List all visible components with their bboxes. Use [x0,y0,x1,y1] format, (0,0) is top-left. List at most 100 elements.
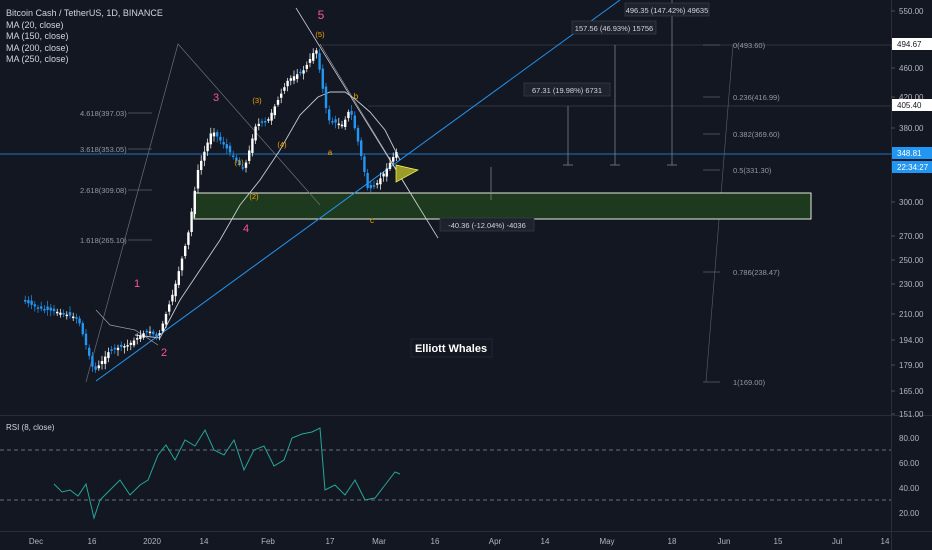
candle-down [62,313,65,315]
target-label-box [571,20,657,35]
candle-down [24,299,27,302]
candle-down [363,156,366,172]
candle-down [33,304,36,307]
time-axis-label: Mar [372,537,386,546]
candle-up [248,150,251,161]
candle-down [225,144,228,149]
candle-down [318,53,321,70]
candle-down [94,366,97,370]
candle-up [340,124,344,127]
price-axis-label: 194.00 [899,336,924,345]
time-axis-label: 15 [774,537,783,546]
fib-retracement-label: 0.236(416.99) [733,93,780,102]
candle-up [72,316,75,319]
time-axis-label: 2020 [143,537,161,546]
candle-down [299,71,302,74]
candle-down [91,355,94,367]
candle-up [161,323,164,332]
candle-up [337,123,340,126]
wave-label-main: 2 [161,347,167,359]
candle-down [235,157,238,161]
time-axis-label: 17 [326,537,335,546]
candle-down [219,136,222,141]
ma-20-line [134,91,401,339]
candle-up [126,345,129,347]
candle-up [289,78,292,81]
time-axis-label: Apr [489,537,502,546]
rsi-axis-label: 20.00 [899,509,920,518]
candle-up [276,100,280,105]
candle-up [132,340,136,346]
candle-up [251,138,254,153]
candle-up [190,211,193,233]
candle-up [315,50,318,54]
rising-trendline[interactable] [95,0,621,382]
time-axis-label: May [599,537,614,546]
candle-up [104,356,107,364]
candle-up [206,142,209,152]
time-axis-label: Feb [261,537,275,546]
wave-label-sub: (1) [234,158,244,167]
ma-250-label[interactable]: MA (250, close) [6,54,69,64]
candle-up [257,123,260,127]
wedge-line[interactable] [295,7,439,239]
pennant-triangle[interactable] [395,164,419,183]
candle-up [164,314,168,325]
candle-up [59,312,62,315]
wave-label-correction: c [370,216,374,225]
wave-label-sub: (3) [252,96,262,105]
time-axis-label: 14 [200,537,209,546]
price-axis-label: 300.00 [899,198,924,207]
candle-down [155,334,158,337]
candle-up [187,232,190,245]
candle-up [136,338,139,340]
fib-retracement-label: 0.382(369.60) [733,130,780,139]
price-axis-label: 550.00 [899,7,924,16]
candle-down [68,312,72,316]
time-axis-label: 16 [431,537,440,546]
candle-up [308,59,312,63]
candle-up [107,352,110,359]
candle-down [30,300,33,305]
ma-200-label[interactable]: MA (200, close) [6,42,69,53]
candle-down [366,172,369,188]
wave-label-main: 3 [213,92,219,104]
fib-extension-label: 2.618(309.08) [80,186,127,195]
candle-down [78,318,81,324]
candle-down [369,185,372,189]
symbol-title[interactable]: Bitcoin Cash / TetherUS, 1D, BINANCE [6,8,163,18]
time-axis-label: 18 [668,537,677,546]
candle-down [43,309,46,311]
target-label: 157.56 (46.93%) 15756 [575,24,653,33]
candle-up [200,160,203,170]
candle-up [254,126,257,141]
price-axis-label: 250.00 [899,256,924,265]
candle-down [84,333,88,345]
fib-extension-label: 1.618(265.10) [80,236,127,245]
candle-down [36,307,40,309]
ma-20-label[interactable]: MA (20, close) [6,19,64,30]
candle-down [331,121,334,123]
wave-label-correction: b [354,92,359,101]
candle-up [280,93,283,98]
wave-label-sub: (4) [277,140,287,149]
price-axis-label: 270.00 [899,232,924,241]
fib-extension-label: 3.618(353.05) [80,145,127,154]
support-zone[interactable] [193,192,812,220]
target-label: 67.31 (19.98%) 6731 [532,86,602,95]
target-label-box [439,217,535,232]
candle-down [324,86,328,108]
candle-down [27,300,30,304]
candle-up [129,342,132,345]
candle-up [244,162,248,168]
fib-extension-label: 4.618(397.03) [80,109,127,118]
price-tag [892,147,932,159]
fib-retracement-label: 0(493.60) [733,41,766,50]
price-axis-label: 460.00 [899,64,924,73]
candle-up [305,64,308,69]
time-axis-label: 14 [881,537,890,546]
ma-150-label[interactable]: MA (150, close) [6,31,69,41]
target-label-box [624,2,710,17]
